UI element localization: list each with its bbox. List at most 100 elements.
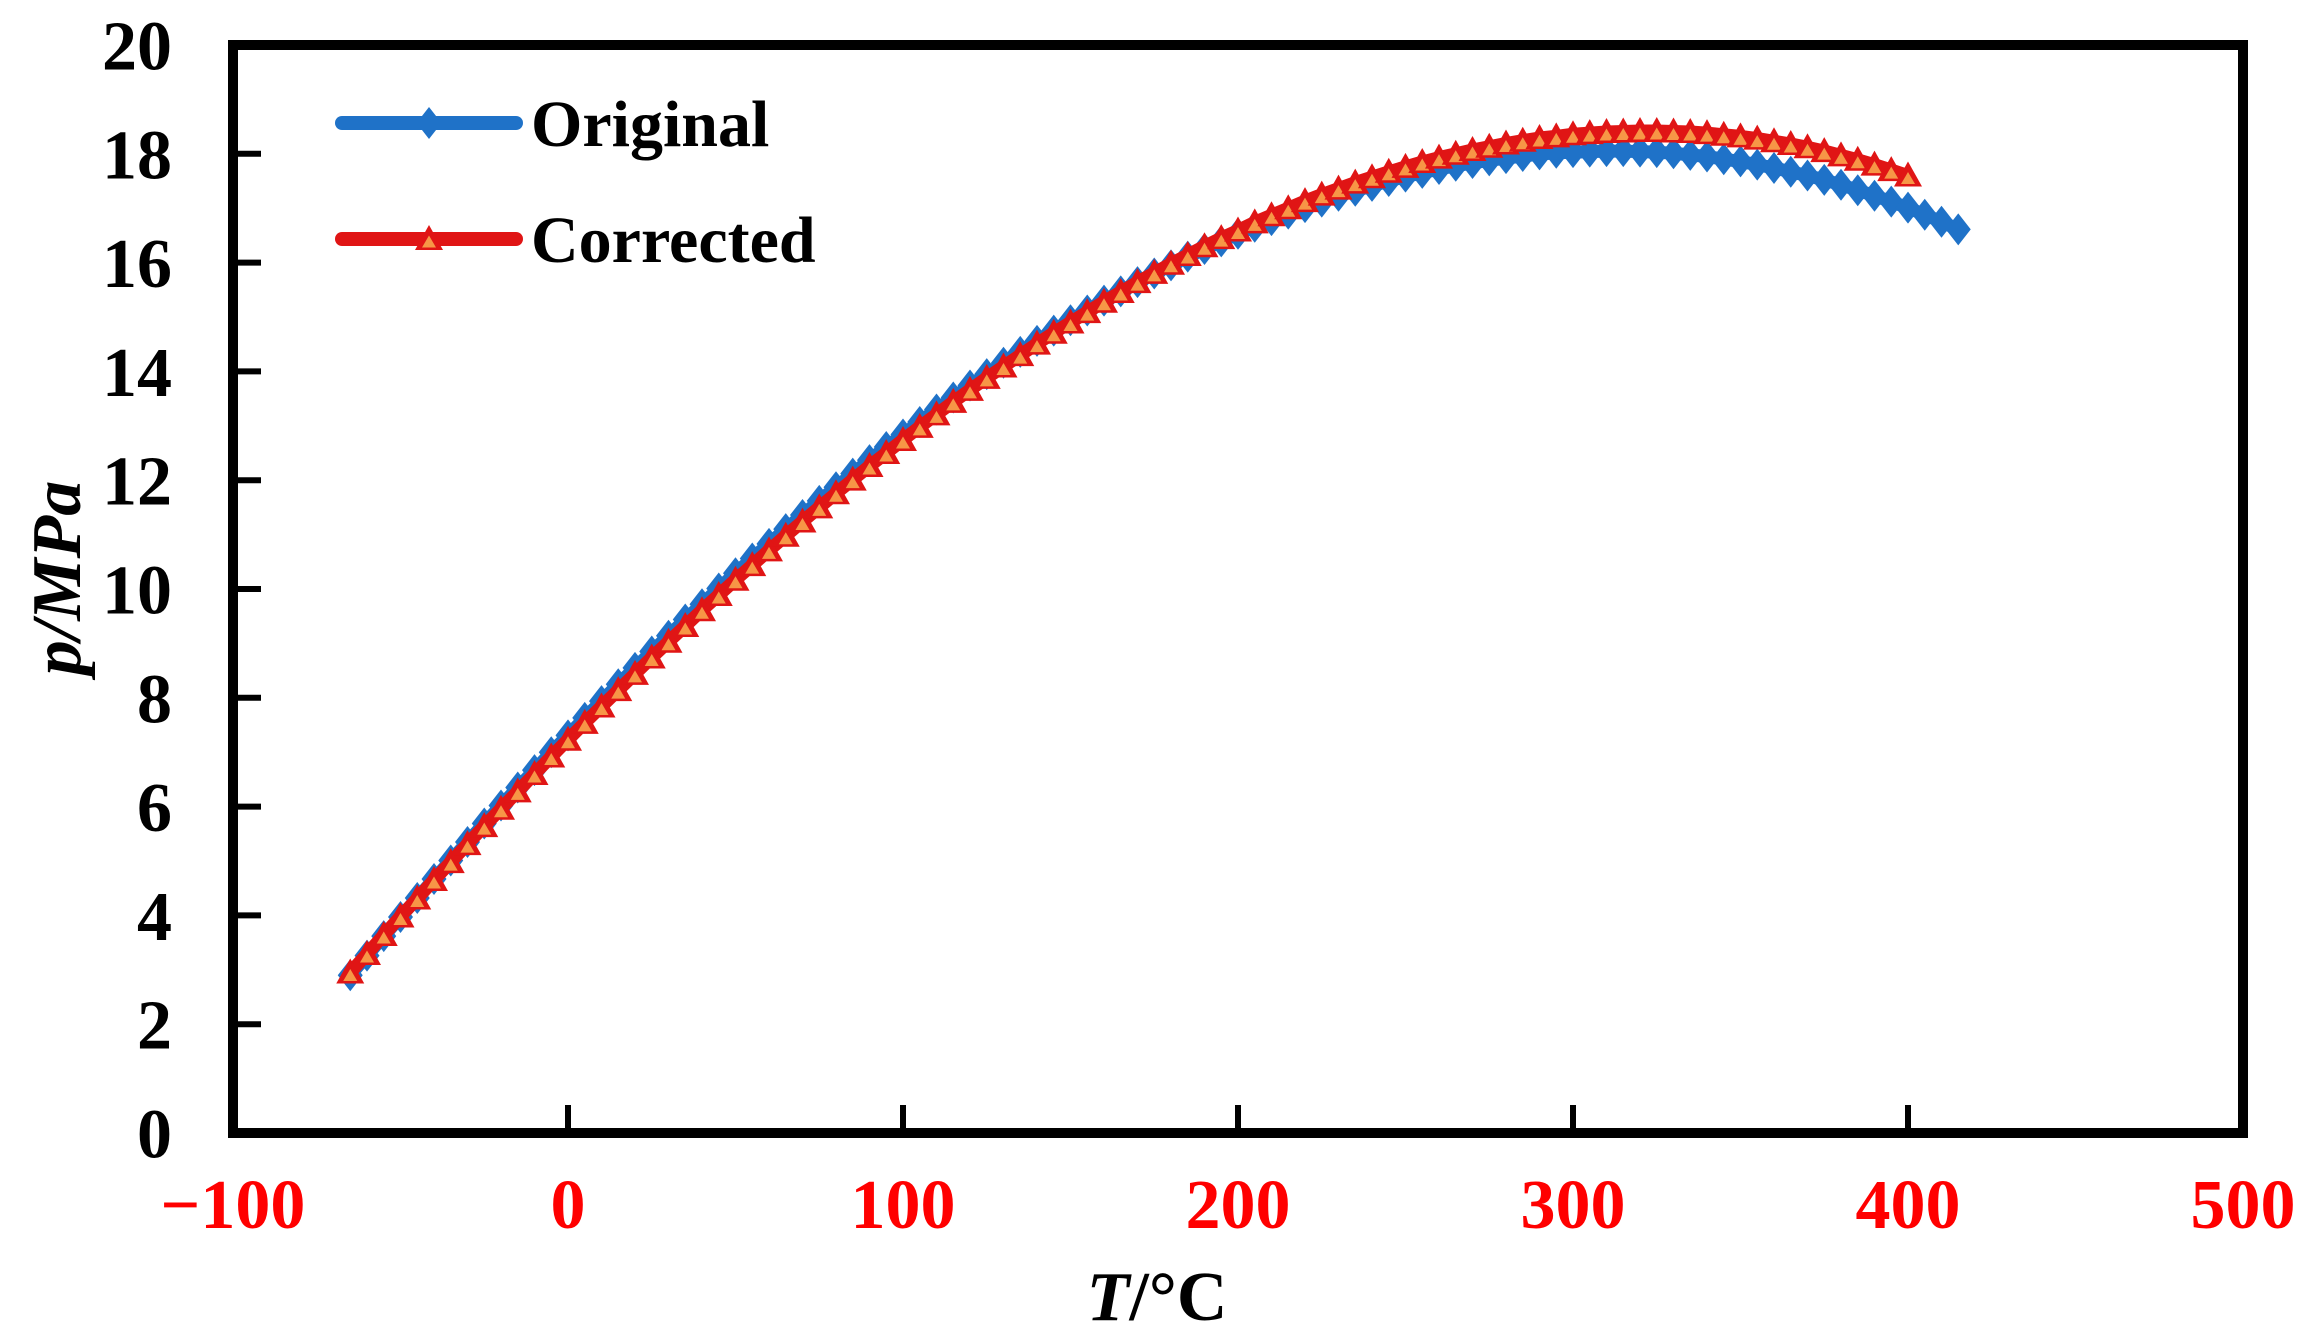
- triangle-marker-core: [1130, 278, 1145, 291]
- triangle-marker-core: [1197, 242, 1212, 255]
- diamond-marker: [1744, 148, 1770, 181]
- diamond-marker: [1945, 213, 1971, 246]
- diamond-marker: [1811, 163, 1837, 196]
- triangle-marker-core: [1901, 172, 1915, 185]
- y-tick-label-4: 4: [137, 879, 172, 956]
- y-tick-label-2: 2: [137, 988, 172, 1065]
- y-tick-label-12: 12: [102, 444, 172, 521]
- triangle-marker-core: [1700, 129, 1714, 142]
- triangle-marker-core: [1549, 132, 1564, 145]
- triangle-marker-core: [460, 840, 475, 853]
- triangle-marker-core: [628, 670, 642, 683]
- triangle-marker-core: [1314, 191, 1329, 204]
- triangle-marker-core: [1247, 218, 1262, 231]
- triangle-marker-core: [360, 950, 374, 963]
- triangle-marker-core: [778, 532, 793, 545]
- diamond-marker: [1711, 143, 1737, 176]
- triangle-marker-core: [393, 912, 408, 925]
- triangle-marker-core: [963, 386, 977, 399]
- y-tick-label-8: 8: [137, 661, 172, 738]
- x-axis-ticks: [565, 1105, 1911, 1128]
- y-tick-label-0: 0: [137, 1097, 172, 1174]
- x-tick-label-0: 0: [551, 1167, 586, 1244]
- triangle-marker-core: [1633, 127, 1647, 140]
- triangle-marker-core: [1716, 131, 1731, 144]
- x-tick-label-300: 300: [1521, 1167, 1626, 1244]
- y-tick-label-20: 20: [102, 9, 172, 86]
- triangle-marker-core: [1013, 351, 1028, 364]
- triangle-marker-core: [410, 895, 425, 908]
- x-axis-title-variable: T: [1087, 1259, 1133, 1336]
- triangle-marker-core: [494, 805, 508, 818]
- triangle-marker-core: [1281, 204, 1296, 217]
- triangle-marker-core: [427, 876, 441, 889]
- triangle-marker-core: [1331, 185, 1346, 198]
- triangle-marker-core: [912, 423, 927, 436]
- diamond-marker: [1795, 159, 1820, 192]
- triangle-marker-core: [1499, 139, 1513, 152]
- triangle-marker-core: [929, 410, 944, 423]
- triangle-marker-core: [343, 969, 358, 982]
- triangle-marker-core: [477, 822, 492, 835]
- triangle-marker-core: [745, 561, 760, 574]
- triangle-marker-core: [1599, 128, 1614, 141]
- triangle-marker-core: [1850, 156, 1865, 169]
- x-tick-label-500: 500: [2191, 1167, 2296, 1244]
- triangle-marker-core: [1616, 127, 1631, 140]
- legend-label-corrected: Corrected: [531, 204, 816, 277]
- triangle-marker-core: [1800, 143, 1815, 156]
- triangle-marker-core: [1448, 150, 1463, 163]
- y-tick-label-10: 10: [102, 553, 172, 630]
- triangle-marker-core: [661, 638, 676, 651]
- triangle-marker-core: [1046, 329, 1061, 342]
- legend-label-original: Original: [531, 88, 769, 161]
- triangle-marker-core: [1867, 161, 1882, 174]
- triangle-marker-core: [1817, 147, 1832, 160]
- diamond-marker: [1677, 138, 1703, 171]
- diamond-marker: [1761, 151, 1787, 184]
- triangle-marker-core: [1113, 288, 1128, 301]
- y-axis-title: p/MPa: [19, 481, 96, 680]
- triangle-marker-core: [594, 703, 609, 716]
- triangle-marker-core: [443, 858, 458, 871]
- triangle-marker-core: [510, 787, 525, 800]
- x-axis-tick-labels: −100 0 100 200 300 400 500: [161, 1167, 2296, 1244]
- triangle-marker-core: [1214, 234, 1229, 247]
- triangle-marker-core: [1683, 128, 1698, 141]
- triangle-marker-core: [812, 503, 827, 516]
- triangle-marker-core: [979, 374, 994, 387]
- triangle-marker-core: [1566, 130, 1580, 143]
- diamond-marker: [1644, 136, 1670, 169]
- triangle-marker-core: [1180, 251, 1195, 264]
- triangle-marker-core: [896, 436, 910, 449]
- diamond-marker: [1778, 155, 1804, 188]
- triangle-marker-core: [1030, 340, 1044, 353]
- diamond-marker: [1610, 135, 1636, 168]
- triangle-marker-core: [845, 476, 860, 489]
- x-tick-label-400: 400: [1856, 1167, 1961, 1244]
- y-axis-tick-labels: 0 2 4 6 8 10 12 14 16 18 20: [102, 9, 172, 1174]
- y-tick-label-16: 16: [102, 226, 172, 303]
- triangle-marker-core: [1063, 318, 1078, 331]
- triangle-marker-core: [1884, 166, 1899, 179]
- triangle-marker-core: [762, 546, 776, 559]
- triangle-marker-core: [376, 931, 391, 944]
- triangle-marker-core: [1164, 260, 1178, 273]
- y-tick-label-18: 18: [102, 117, 172, 194]
- triangle-marker-core: [829, 489, 843, 502]
- triangle-marker-core: [1482, 143, 1497, 156]
- triangle-marker-core: [544, 753, 559, 766]
- x-tick-label--100: −100: [161, 1167, 306, 1244]
- triangle-marker-core: [1783, 140, 1798, 153]
- x-tick-label-100: 100: [851, 1167, 956, 1244]
- triangle-marker-core: [695, 606, 709, 619]
- data-series-layer: [336, 116, 1971, 992]
- triangle-marker-core: [611, 686, 626, 699]
- legend-diamond-marker: [416, 107, 442, 139]
- triangle-marker-core: [561, 736, 575, 749]
- diamond-marker: [1627, 135, 1653, 168]
- triangle-marker-core: [1582, 129, 1597, 142]
- triangle-marker-core: [1298, 197, 1312, 210]
- triangle-marker-core: [1231, 227, 1245, 240]
